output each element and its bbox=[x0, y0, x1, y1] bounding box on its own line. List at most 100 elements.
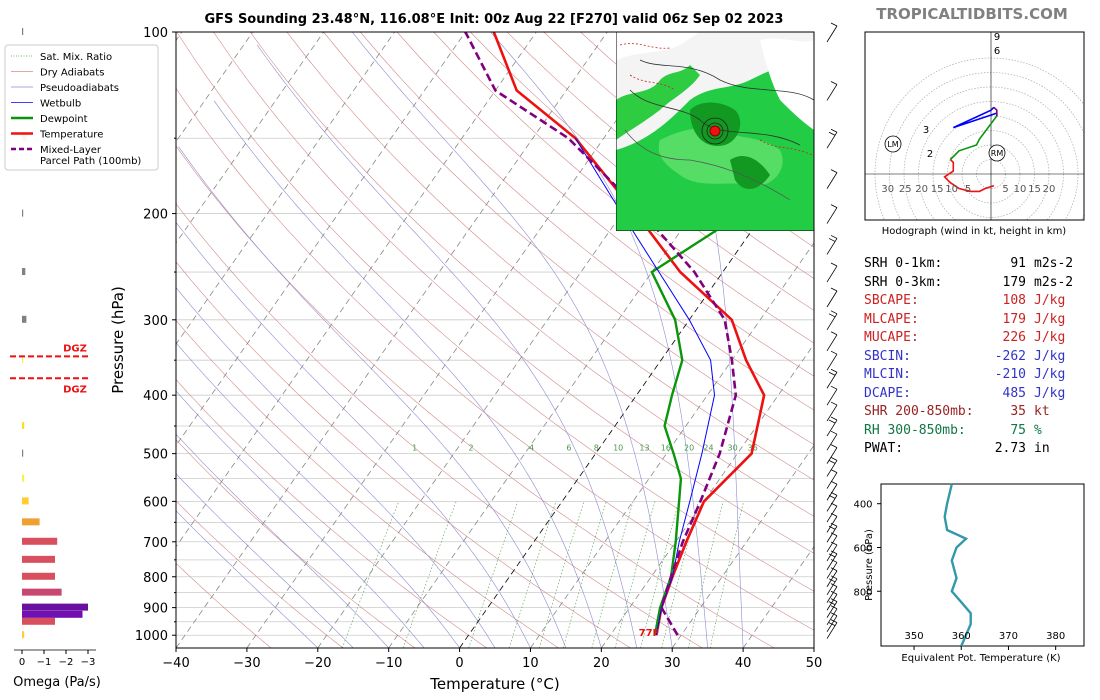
stat-row: SHR 200-850mb: 35 kt bbox=[864, 404, 1050, 419]
wind-barb-flag bbox=[830, 590, 838, 595]
storm-motion-marker bbox=[884, 135, 902, 153]
mixing-ratio-label: 30 bbox=[728, 444, 738, 453]
wind-barbs bbox=[826, 22, 838, 639]
wind-barb-flag bbox=[828, 371, 836, 376]
dry-adiabat bbox=[176, 319, 559, 648]
wind-barb-staff bbox=[826, 484, 838, 501]
hodograph-trace bbox=[993, 106, 998, 116]
dry-adiabat bbox=[360, 32, 814, 411]
y-tick-label: 800 bbox=[143, 571, 168, 586]
legend-label: Sat. Mix. Ratio bbox=[40, 52, 112, 63]
mixing-ratio-line bbox=[709, 501, 744, 648]
omega-bar bbox=[22, 603, 88, 611]
isotherm bbox=[176, 32, 608, 648]
wind-barb-staff bbox=[826, 313, 838, 331]
x-tick-label: 0 bbox=[455, 656, 463, 671]
storm-motion-label: RM bbox=[991, 149, 1004, 158]
isotherm bbox=[601, 343, 814, 648]
wind-barb-staff bbox=[826, 290, 838, 308]
wind-barb-staff bbox=[826, 388, 838, 406]
theta-e-y-tick-label: 600 bbox=[853, 543, 872, 554]
omega-bar bbox=[22, 555, 55, 563]
hodograph-ring-label: 5 bbox=[965, 184, 971, 195]
mixing-ratio-label: 16 bbox=[661, 444, 671, 453]
mixing-ratio-line bbox=[614, 501, 656, 648]
omega-bar bbox=[22, 631, 25, 639]
x-tick-label: 20 bbox=[593, 656, 610, 671]
legend-label: Pseudoadiabats bbox=[40, 83, 119, 94]
isotherm bbox=[176, 32, 537, 548]
omega-bar bbox=[22, 356, 24, 364]
trace-wetbulb bbox=[574, 137, 716, 636]
isotherm bbox=[530, 242, 814, 648]
hodograph-trace bbox=[952, 106, 998, 129]
wind-barb-flag bbox=[830, 81, 838, 85]
surface-temperature-label: 77F bbox=[639, 628, 660, 639]
wind-barb-staff bbox=[826, 353, 838, 371]
theta-e-x-tick-label: 360 bbox=[952, 631, 971, 642]
wind-barb-flag bbox=[830, 430, 838, 435]
pseudoadiabat bbox=[176, 390, 425, 648]
wind-barb-staff bbox=[826, 562, 838, 579]
stat-unit: J/kg bbox=[1034, 330, 1066, 345]
skew-t-axes: −40 −30 −20 −10 0 10 20 30 40 50 100 200 300 400 500 60… bbox=[135, 26, 822, 671]
stat-label: DCAPE: bbox=[864, 385, 911, 401]
isotherm bbox=[388, 39, 814, 648]
wind-barb-flag bbox=[830, 444, 838, 448]
weather-map-inset bbox=[616, 32, 814, 231]
stat-unit: kt bbox=[1034, 404, 1050, 419]
stat-row: SBCAPE: 108 J/kg bbox=[864, 293, 1065, 308]
omega-tick-label: −3 bbox=[81, 657, 96, 668]
stat-value: -262 bbox=[994, 348, 1026, 364]
wind-barb-staff bbox=[826, 472, 838, 489]
wind-barb-flag bbox=[830, 575, 838, 580]
legend-label-line2: Parcel Path (100mb) bbox=[40, 156, 141, 167]
theta-e-y-label: Pressure (hPa) bbox=[864, 529, 875, 601]
wind-barb-flag bbox=[828, 131, 836, 136]
wind-barb-flag bbox=[830, 368, 838, 373]
stat-unit: m2s-2 bbox=[1034, 256, 1074, 271]
wind-barb-staff bbox=[826, 25, 838, 43]
x-tick-label: −40 bbox=[162, 656, 189, 671]
trace-dewpoint bbox=[650, 137, 744, 636]
dry-adiabat bbox=[176, 562, 272, 648]
x-tick-label: 10 bbox=[522, 656, 539, 671]
chart-title: GFS Sounding 23.48°N, 116.08°E Init: 00z… bbox=[205, 12, 784, 27]
wind-barb-flag bbox=[830, 262, 838, 267]
y-tick-label: 500 bbox=[143, 448, 168, 463]
stat-row: MUCAPE: 226 J/kg bbox=[864, 330, 1065, 345]
hodograph-ring-label: 20 bbox=[1043, 184, 1056, 195]
isotherm bbox=[246, 32, 679, 648]
wind-barb-flag bbox=[828, 601, 836, 605]
wind-barb-flag bbox=[828, 525, 836, 530]
mixing-ratio-label: 6 bbox=[566, 444, 571, 453]
wind-barb-staff bbox=[826, 544, 838, 562]
wind-barb-staff bbox=[826, 433, 838, 451]
wind-barb-staff bbox=[826, 622, 838, 639]
wind-barb-flag bbox=[830, 541, 838, 546]
wind-barb-flag bbox=[830, 583, 838, 588]
trace-temperature bbox=[492, 32, 766, 636]
stat-label: MLCAPE: bbox=[864, 311, 919, 327]
wind-barb-flag bbox=[830, 401, 838, 406]
dry-adiabat bbox=[323, 32, 814, 446]
stat-value: 226 bbox=[1002, 330, 1026, 345]
skew-t-traces: 77F bbox=[464, 32, 766, 639]
x-axis-label: Temperature (°C) bbox=[429, 675, 559, 693]
y-tick-label: 100 bbox=[143, 26, 168, 41]
stat-label: MLCIN: bbox=[864, 367, 911, 382]
wind-barb-flag bbox=[828, 553, 836, 558]
dry-adiabat bbox=[213, 32, 814, 554]
dgz-label-bottom: DGZ bbox=[63, 384, 87, 395]
hodograph-ring-label: 15 bbox=[931, 184, 944, 195]
wind-barb-flag bbox=[828, 238, 836, 242]
legend-label: Mixed-Layer bbox=[40, 145, 102, 156]
mixing-ratio-label: 1 bbox=[412, 444, 417, 453]
stat-row: SRH 0-1km: 91 m2s-2 bbox=[864, 256, 1073, 271]
wind-barb-flag bbox=[830, 605, 838, 610]
theta-e-x-label: Equivalent Pot. Temperature (K) bbox=[901, 653, 1060, 664]
stat-label: PWAT: bbox=[864, 441, 904, 456]
omega-axis-label: Omega (Pa/s) bbox=[13, 675, 101, 690]
mixing-ratio-label: 10 bbox=[613, 444, 623, 453]
